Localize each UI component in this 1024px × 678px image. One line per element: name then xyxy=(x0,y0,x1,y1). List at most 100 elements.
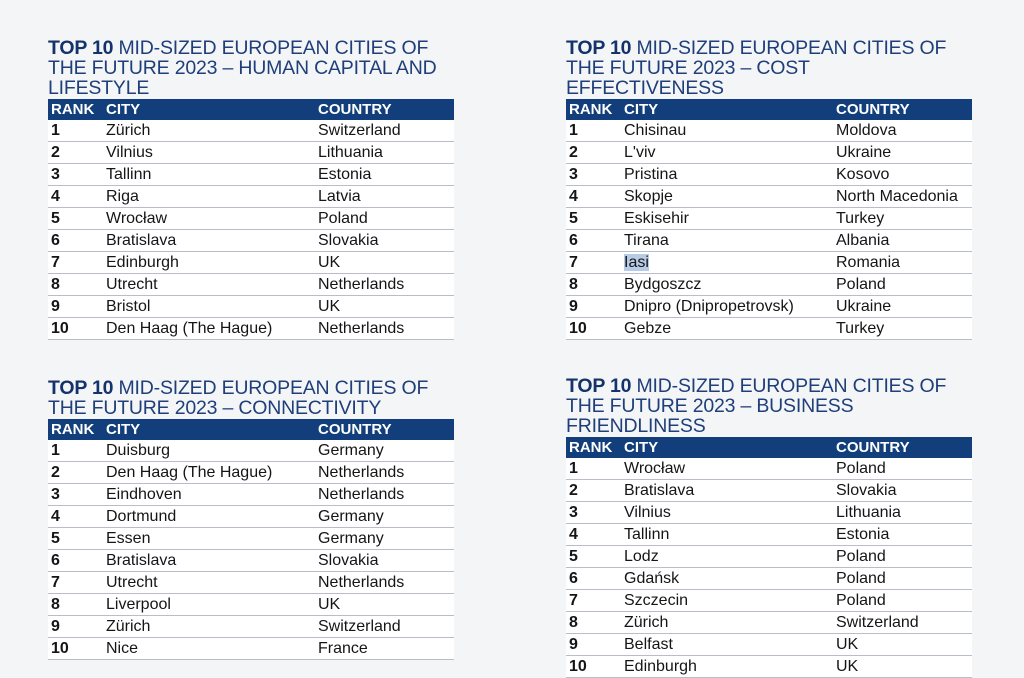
cell-city: Dnipro (Dnipropetrovsk) xyxy=(624,298,836,316)
table-row[interactable]: 1 Zürich Switzerland xyxy=(48,120,454,142)
cell-city: Edinburgh xyxy=(106,254,318,272)
cell-rank-text: 3 xyxy=(51,165,60,183)
cell-country: Turkey xyxy=(836,210,972,228)
cell-country-text: Netherlands xyxy=(318,485,405,503)
cell-rank-text: 7 xyxy=(569,591,578,609)
cell-rank-text: 9 xyxy=(569,635,578,653)
table-row[interactable]: 2 Bratislava Slovakia xyxy=(566,480,972,502)
table-row[interactable]: 9 Dnipro (Dnipropetrovsk) Ukraine xyxy=(566,296,972,318)
table-row[interactable]: 3 Eindhoven Netherlands xyxy=(48,484,454,506)
table-row[interactable]: 1 Wrocław Poland xyxy=(566,458,972,480)
cell-country: Netherlands xyxy=(318,276,454,294)
table-row[interactable]: 4 Skopje North Macedonia xyxy=(566,186,972,208)
cell-rank-text: 9 xyxy=(569,297,578,315)
cell-rank-text: 10 xyxy=(51,639,69,657)
cell-country: Kosovo xyxy=(836,166,972,184)
selected-text: Iasi xyxy=(624,253,649,271)
table-row[interactable]: 9 Belfast UK xyxy=(566,634,972,656)
header-city: CITY xyxy=(624,101,659,118)
cell-city: Den Haag (The Hague) xyxy=(106,320,318,338)
cell-rank: 10 xyxy=(566,320,624,338)
table-row[interactable]: 8 Bydgoszcz Poland xyxy=(566,274,972,296)
cell-rank: 7 xyxy=(48,574,106,592)
table-row[interactable]: 7 Edinburgh UK xyxy=(48,252,454,274)
table-row[interactable]: 6 Bratislava Slovakia xyxy=(48,550,454,572)
cell-city: Riga xyxy=(106,188,318,206)
header-city: CITY xyxy=(624,439,659,456)
cell-rank: 8 xyxy=(48,276,106,294)
table-row[interactable]: 8 Zürich Switzerland xyxy=(566,612,972,634)
table-row[interactable]: 3 Pristina Kosovo xyxy=(566,164,972,186)
table-row[interactable]: 2 L'viv Ukraine xyxy=(566,142,972,164)
table-row[interactable]: 8 Liverpool UK xyxy=(48,594,454,616)
table-row[interactable]: 5 Essen Germany xyxy=(48,528,454,550)
table-row[interactable]: 9 Bristol UK xyxy=(48,296,454,318)
table-body: 1 Wrocław Poland 2 Bratislava Slovakia 3 Vilniu… xyxy=(566,458,972,678)
table-row[interactable]: 10 Gebze Turkey xyxy=(566,318,972,340)
table-row[interactable]: 7 Iasi Romania xyxy=(566,252,972,274)
table-row[interactable]: 7 Szczecin Poland xyxy=(566,590,972,612)
table-row[interactable]: 5 Eskisehir Turkey xyxy=(566,208,972,230)
table-row[interactable]: 3 Tallinn Estonia xyxy=(48,164,454,186)
table-row[interactable]: 2 Den Haag (The Hague) Netherlands xyxy=(48,462,454,484)
table-row[interactable]: 10 Den Haag (The Hague) Netherlands xyxy=(48,318,454,340)
cell-rank: 6 xyxy=(48,232,106,250)
table-row[interactable]: 2 Vilnius Lithuania xyxy=(48,142,454,164)
cell-city-text: Tallinn xyxy=(624,525,670,543)
cell-country: France xyxy=(318,640,454,658)
cell-city-text: Dortmund xyxy=(106,507,177,525)
table-row[interactable]: 6 Bratislava Slovakia xyxy=(48,230,454,252)
table-row[interactable]: 5 Lodz Poland xyxy=(566,546,972,568)
table-row[interactable]: 9 Zürich Switzerland xyxy=(48,616,454,638)
cell-rank-text: 5 xyxy=(51,209,60,227)
table-row[interactable]: 4 Dortmund Germany xyxy=(48,506,454,528)
cell-rank-text: 4 xyxy=(51,507,60,525)
table-row[interactable]: 7 Utrecht Netherlands xyxy=(48,572,454,594)
table-header: RANK CITY COUNTRY xyxy=(48,419,454,440)
cell-rank-text: 6 xyxy=(569,569,578,587)
cell-city: Den Haag (The Hague) xyxy=(106,464,318,482)
cell-city-text: Liverpool xyxy=(106,595,171,613)
cell-country-text: Germany xyxy=(318,441,384,459)
table-title: TOP 10 MID-SIZED EUROPEAN CITIES OF THE … xyxy=(566,38,972,98)
table-title: TOP 10 MID-SIZED EUROPEAN CITIES OF THE … xyxy=(48,38,454,98)
cell-city: Lodz xyxy=(624,548,836,566)
table-row[interactable]: 5 Wrocław Poland xyxy=(48,208,454,230)
table-row[interactable]: 4 Riga Latvia xyxy=(48,186,454,208)
cell-city-text: Chisinau xyxy=(624,121,687,139)
cell-country: UK xyxy=(836,636,972,654)
cell-country: Slovakia xyxy=(836,482,972,500)
cell-rank: 9 xyxy=(48,298,106,316)
cell-country: Germany xyxy=(318,442,454,460)
table-row[interactable]: 6 Gdańsk Poland xyxy=(566,568,972,590)
table-row[interactable]: 8 Utrecht Netherlands xyxy=(48,274,454,296)
header-country: COUNTRY xyxy=(836,439,910,456)
table-row[interactable]: 10 Edinburgh UK xyxy=(566,656,972,678)
cell-city: Edinburgh xyxy=(624,658,836,676)
cell-country: Poland xyxy=(836,460,972,478)
cell-country-text: Poland xyxy=(836,547,886,565)
cell-country: Netherlands xyxy=(318,464,454,482)
table-row[interactable]: 10 Nice France xyxy=(48,638,454,660)
cell-rank-text: 4 xyxy=(569,187,578,205)
table-row[interactable]: 3 Vilnius Lithuania xyxy=(566,502,972,524)
cell-country: Estonia xyxy=(836,526,972,544)
cell-city: Duisburg xyxy=(106,442,318,460)
header-rank: RANK xyxy=(569,101,613,118)
table-row[interactable]: 1 Duisburg Germany xyxy=(48,440,454,462)
table-row[interactable]: 4 Tallinn Estonia xyxy=(566,524,972,546)
table-row[interactable]: 6 Tirana Albania xyxy=(566,230,972,252)
cell-city-text: Tallinn xyxy=(106,165,152,183)
cell-rank: 7 xyxy=(48,254,106,272)
cell-city: Nice xyxy=(106,640,318,658)
cell-city-text: Utrecht xyxy=(106,275,158,293)
cell-city-text: Bratislava xyxy=(624,481,695,499)
cell-country: Ukraine xyxy=(836,144,972,162)
table-row[interactable]: 1 Chisinau Moldova xyxy=(566,120,972,142)
cell-city: Bratislava xyxy=(624,482,836,500)
header-city: CITY xyxy=(106,101,141,118)
cell-rank: 9 xyxy=(566,298,624,316)
cell-rank: 10 xyxy=(48,320,106,338)
header-country: COUNTRY xyxy=(836,101,910,118)
cell-country: Switzerland xyxy=(836,614,972,632)
